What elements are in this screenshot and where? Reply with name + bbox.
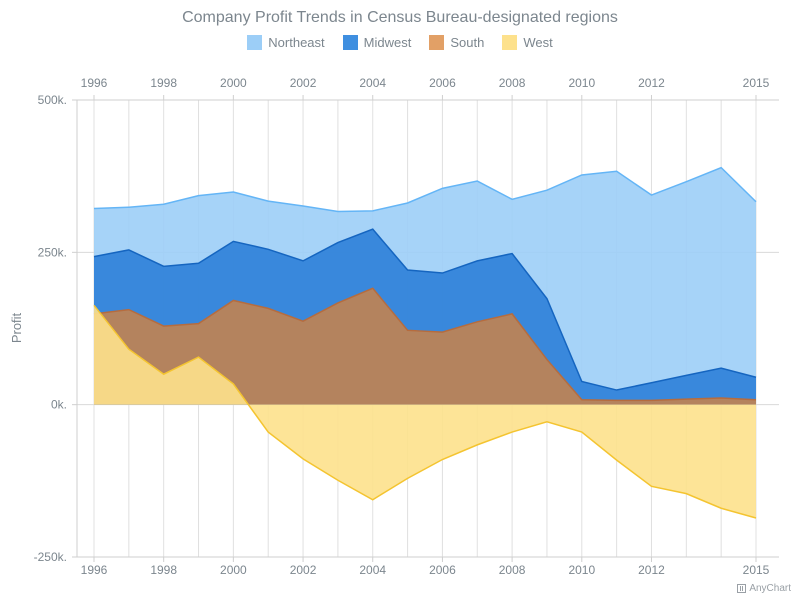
legend-item-northeast[interactable]: Northeast [247, 35, 325, 50]
area-west [94, 305, 756, 519]
legend-label: South [450, 35, 485, 50]
areas [93, 166, 757, 519]
x-tick-label-top: 2012 [638, 76, 665, 90]
legend-item-south[interactable]: South [429, 35, 484, 50]
x-tick-label: 2006 [429, 563, 456, 577]
series-line-west [93, 304, 757, 519]
legend-item-midwest[interactable]: Midwest [342, 35, 412, 50]
anychart-logo-icon [737, 584, 747, 593]
x-tick-label-top: 2006 [429, 76, 456, 90]
legend-swatch [342, 35, 358, 50]
y-axis-label: Profit [9, 312, 24, 343]
x-tick-label-top: 2002 [290, 76, 317, 90]
legend-swatch [502, 35, 518, 50]
series-line-northeast [93, 166, 757, 213]
credits-label: AnyChart [749, 583, 791, 594]
x-tick-label: 1996 [81, 563, 108, 577]
legend-label: Northeast [268, 35, 325, 50]
x-tick-label: 2000 [220, 563, 247, 577]
legend-swatch [429, 35, 445, 50]
x-tick-label-top: 2015 [743, 76, 770, 90]
x-tick-label: 2012 [638, 563, 665, 577]
x-tick-label-top: 1998 [150, 76, 177, 90]
x-tick-label-top: 2000 [220, 76, 247, 90]
chart-title: Company Profit Trends in Census Bureau-d… [182, 9, 618, 26]
legend-label: Midwest [363, 35, 412, 50]
x-tick-label-top: 2010 [568, 76, 595, 90]
legend: Northeast Midwest South West [0, 35, 800, 50]
x-tick-label: 1998 [150, 563, 177, 577]
legend-label: West [523, 35, 553, 50]
x-tick-label-top: 2008 [499, 76, 526, 90]
x-tick-label: 2015 [743, 563, 770, 577]
series-line-south [93, 287, 757, 402]
y-tick-label: -250k. [34, 550, 67, 564]
area-south [94, 288, 756, 405]
y-tick-label: 500k. [38, 93, 67, 107]
x-tick-label: 2010 [568, 563, 595, 577]
x-tick-label: 2004 [359, 563, 386, 577]
legend-swatch [247, 35, 263, 50]
y-tick-label: 0k. [51, 398, 67, 412]
x-tick-label-top: 1996 [81, 76, 108, 90]
axes: 1996 1996 1998 1998 2000 2000 2002 2002 2004 2004… [34, 76, 779, 577]
x-tick-label: 2002 [290, 563, 317, 577]
x-tick-label: 2008 [499, 563, 526, 577]
credits[interactable]: AnyChart [737, 583, 791, 594]
y-tick-label: 250k. [38, 245, 67, 259]
series-line-midwest [93, 228, 757, 391]
legend-item-west[interactable]: West [502, 35, 553, 50]
x-tick-label-top: 2004 [359, 76, 386, 90]
